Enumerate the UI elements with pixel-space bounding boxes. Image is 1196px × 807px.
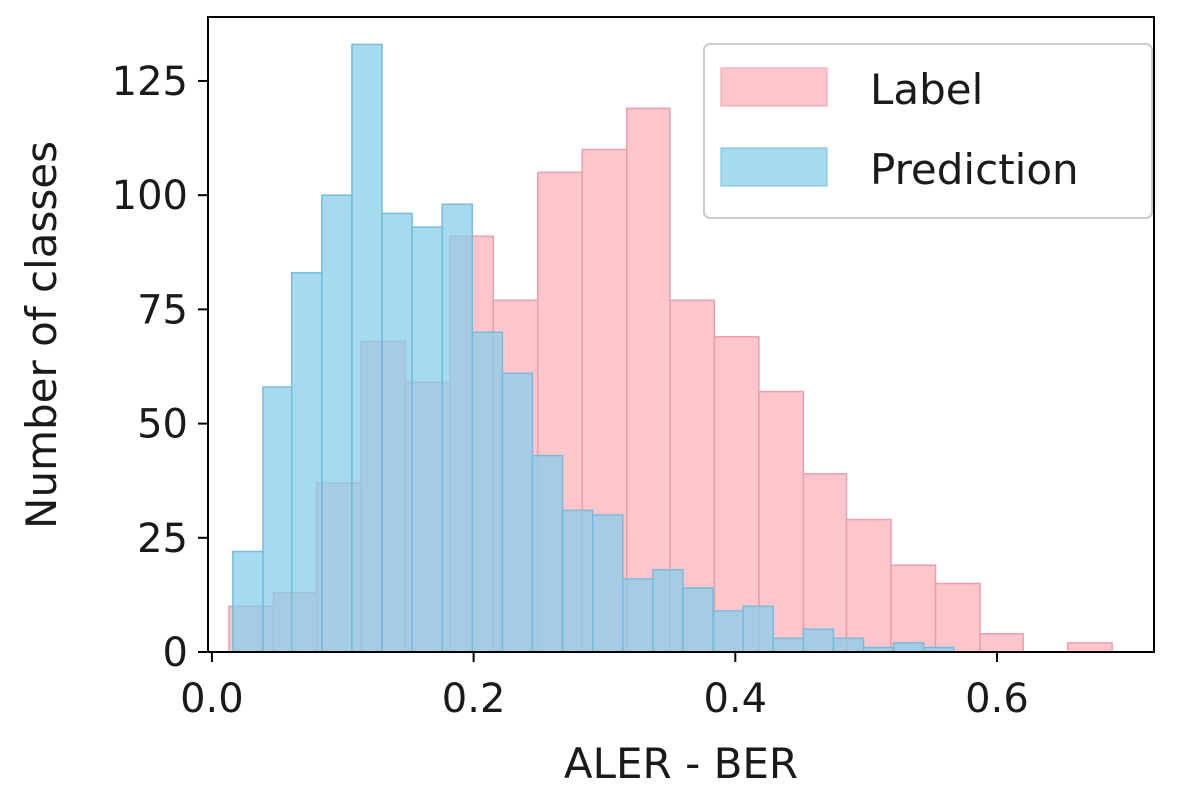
legend-swatch-prediction [720,147,828,187]
legend-swatch-label [720,67,828,107]
x-tick-label: 0.4 [703,676,767,722]
y-tick-label: 0 [163,630,188,676]
prediction-bar-8 [471,331,504,653]
x-tick-label: 0.2 [442,676,506,722]
prediction-bar-20 [832,637,865,653]
prediction-bar-9 [501,372,534,653]
label-bar-19 [1066,642,1113,653]
prediction-bar-12 [591,514,624,653]
prediction-bar-1 [262,386,293,653]
prediction-bar-22 [892,642,925,653]
plot-area-frame [207,16,1155,653]
legend-label-prediction: Prediction [870,145,1079,194]
prediction-bar-18 [772,637,805,653]
y-axis-ticks: 0 25 50 75 100 125 [112,59,208,676]
prediction-bar-13 [622,578,654,653]
y-axis-title: Number of classes [17,141,66,529]
prediction-bar-4 [351,43,383,653]
bars-layer [228,43,1113,653]
y-tick-label: 125 [112,59,188,105]
prediction-bar-14 [652,569,684,653]
y-tick-label: 25 [137,516,188,562]
y-tick-label: 50 [137,402,188,448]
x-tick-label: 0.6 [965,676,1029,722]
label-bar-11 [713,336,760,653]
series-prediction-bars [232,43,955,653]
label-bar-13 [802,473,848,653]
label-bar-15 [890,564,937,653]
prediction-bar-5 [381,212,413,653]
label-bar-16 [934,582,981,653]
x-axis-title: ALER - BER [564,739,798,788]
label-bar-9 [625,107,671,653]
prediction-bar-17 [742,605,774,653]
prediction-bar-19 [802,628,835,653]
x-tick-label: 0.0 [180,676,244,722]
label-bar-17 [979,632,1024,653]
prediction-bar-11 [561,509,594,653]
prediction-bar-0 [232,550,264,653]
label-bar-14 [845,518,892,653]
prediction-bar-2 [290,272,323,653]
prediction-bar-10 [531,454,564,653]
prediction-bar-7 [441,203,474,653]
legend: Label Prediction [703,43,1153,219]
prediction-bar-15 [682,587,714,653]
prediction-bar-6 [411,226,443,653]
y-tick-label: 100 [112,173,188,219]
y-tick-label: 75 [137,287,188,333]
prediction-bar-16 [712,610,744,653]
prediction-bar-3 [321,194,353,653]
x-axis-ticks: 0.0 0.2 0.4 0.6 [180,652,1029,722]
legend-label-label: Label [870,65,983,114]
